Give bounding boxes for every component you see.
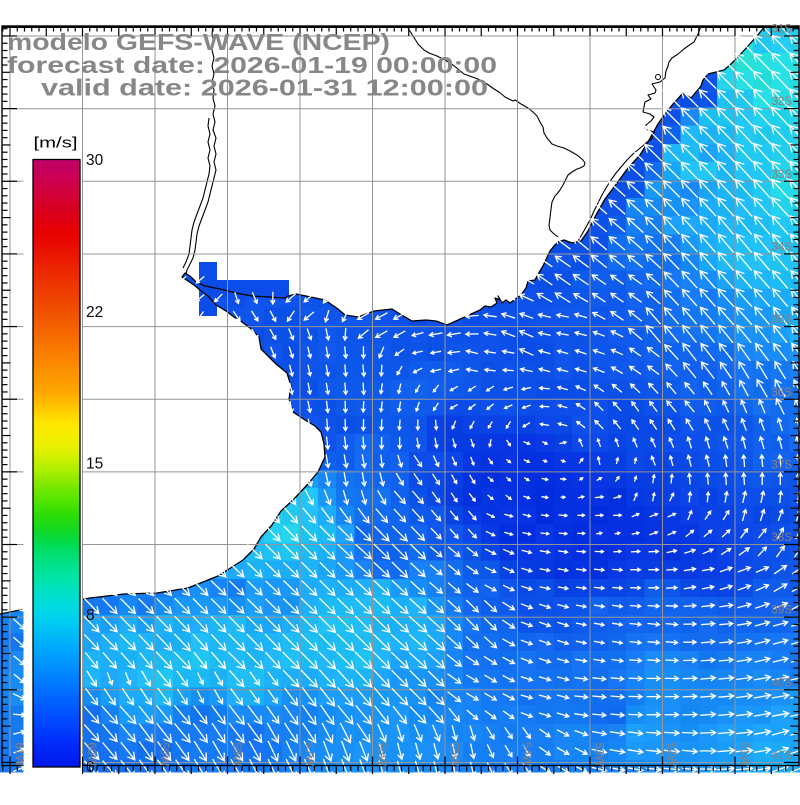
svg-text:32S: 32S (772, 96, 793, 108)
svg-text:[m/s]: [m/s] (34, 136, 78, 152)
svg-text:61W: 61W (13, 742, 25, 766)
svg-text:58W: 58W (230, 742, 242, 766)
svg-text:59W: 59W (158, 742, 170, 766)
svg-text:41S: 41S (772, 750, 793, 762)
svg-text:51W: 51W (738, 742, 750, 766)
svg-text:31S: 31S (772, 24, 793, 36)
svg-text:37S: 37S (772, 459, 793, 471)
svg-text:56W: 56W (375, 742, 387, 766)
svg-text:valid date: 2026-01-31 12:00:0: valid date: 2026-01-31 12:00:00 (41, 75, 488, 101)
svg-text:36S: 36S (772, 387, 793, 399)
svg-text:55W: 55W (448, 742, 460, 766)
svg-text:52W: 52W (665, 742, 677, 766)
svg-text:40S: 40S (772, 677, 793, 689)
svg-text:60W: 60W (85, 742, 97, 766)
svg-text:57W: 57W (303, 742, 315, 766)
svg-text:0: 0 (86, 759, 95, 776)
svg-text:8: 8 (86, 607, 95, 624)
svg-text:forecast date: 2026-01-19 00:0: forecast date: 2026-01-19 00:00:00 (7, 52, 497, 78)
svg-text:53W: 53W (593, 742, 605, 766)
svg-text:modelo GEFS-WAVE (NCEP): modelo GEFS-WAVE (NCEP) (7, 29, 390, 55)
svg-text:54W: 54W (520, 742, 532, 766)
svg-text:38S: 38S (772, 532, 793, 544)
svg-text:15: 15 (86, 456, 103, 473)
svg-text:33S: 33S (772, 169, 793, 181)
svg-text:34S: 34S (772, 242, 793, 254)
svg-text:30: 30 (86, 152, 104, 169)
svg-text:35S: 35S (772, 314, 793, 326)
svg-text:22: 22 (86, 304, 103, 321)
svg-text:39S: 39S (772, 605, 793, 617)
